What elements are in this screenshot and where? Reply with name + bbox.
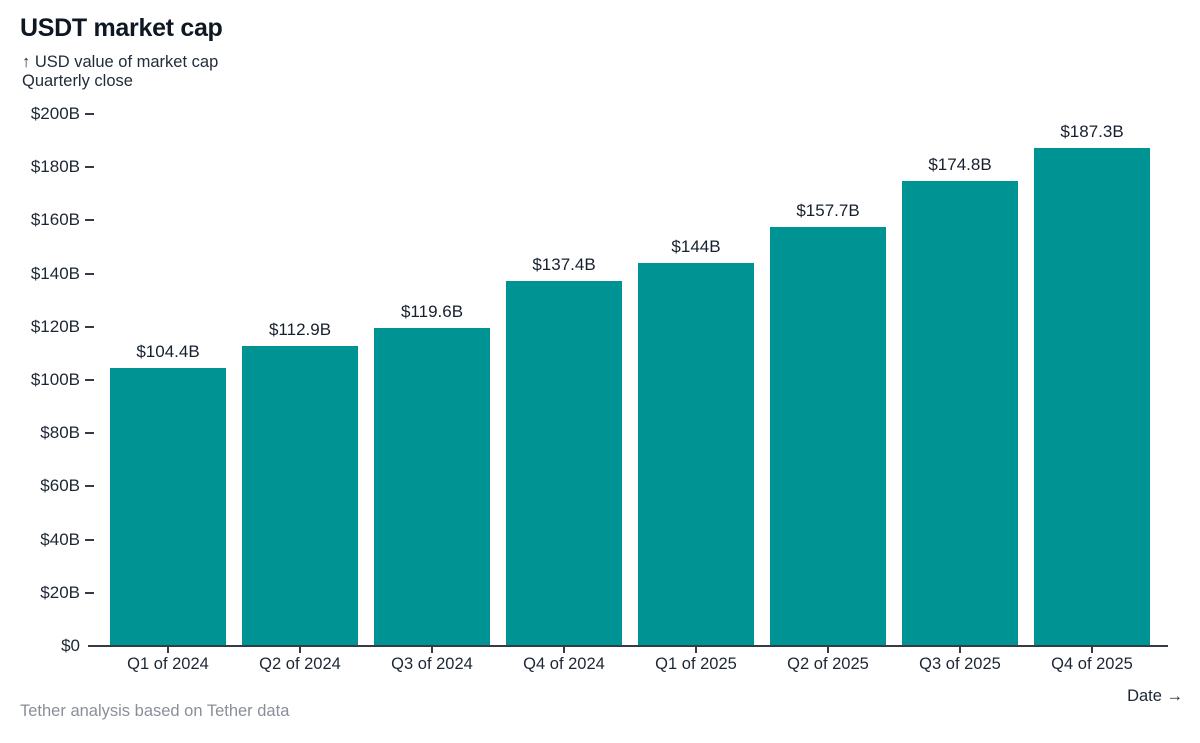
y-axis-tick-mark: [85, 219, 94, 222]
x-axis-tick-label: Q2 of 2025: [787, 655, 869, 673]
y-axis-tick: $100B: [0, 370, 94, 390]
y-axis-tick-mark: [85, 591, 94, 594]
x-axis-tick-label: Q1 of 2024: [127, 655, 209, 673]
x-axis-title: Date →: [1127, 687, 1183, 705]
x-axis-tick-mark: [299, 646, 301, 653]
y-axis: $0 $20B $40B $60B $80B $100B $120B $140B $160B $1…: [0, 104, 94, 655]
y-axis-tick-label: $40B: [40, 529, 80, 549]
bar-q2-of-2024: $112.9B Q2 of 2024: [242, 320, 358, 673]
y-axis-tick: $140B: [0, 264, 94, 284]
y-axis-tick-mark: [85, 538, 94, 541]
chart-subtitle: ↑ USD value of market cap Quarterly clos…: [22, 53, 218, 90]
x-axis-tick-mark: [167, 646, 169, 653]
x-axis-tick-mark: [827, 646, 829, 653]
bar-value-label: $187.3B: [1060, 122, 1124, 141]
x-axis-line: [88, 645, 1168, 647]
y-axis-tick-mark: [85, 432, 94, 435]
x-axis-tick-label: Q2 of 2024: [259, 655, 341, 673]
y-axis-tick-label: $200B: [30, 104, 80, 123]
y-axis-tick-label: $160B: [30, 210, 80, 230]
y-axis-tick: $120B: [0, 317, 94, 337]
source-caption: Tether analysis based on Tether data: [20, 702, 290, 720]
y-axis-tick: $180B: [0, 157, 94, 177]
bar-q1-of-2025: $144B Q1 of 2025: [638, 237, 754, 673]
y-axis-tick: $200B: [0, 104, 94, 124]
y-axis-tick: $0: [0, 636, 94, 656]
y-axis-tick-label: $20B: [40, 582, 80, 602]
bar-value-label: $119.6B: [400, 302, 464, 321]
bar-value-label: $112.9B: [268, 320, 332, 339]
y-axis-tick-mark: [85, 166, 94, 169]
bar-value-label: $174.8B: [928, 155, 992, 174]
y-axis-tick-mark: [85, 485, 94, 488]
bar-value-label: $104.4B: [136, 342, 200, 361]
y-axis-tick-mark: [85, 325, 94, 328]
bar-q4-of-2025: $187.3B Q4 of 2025: [1034, 122, 1150, 673]
y-axis-tick-mark: [85, 379, 94, 381]
bar-q3-of-2024: $119.6B Q3 of 2024: [374, 302, 490, 673]
x-axis-tick-mark: [695, 646, 697, 653]
y-axis-tick: $40B: [0, 530, 94, 550]
chart-subtitle-line2: Quarterly close: [22, 71, 133, 90]
x-axis-tick-label: Q3 of 2024: [391, 655, 473, 673]
y-axis-tick-label: $140B: [30, 263, 80, 283]
chart-title: USDT market cap: [20, 14, 223, 42]
y-axis-tick-label: $100B: [30, 370, 80, 389]
y-axis-tick-label: $60B: [40, 476, 80, 496]
x-axis-tick-mark: [1091, 646, 1093, 653]
x-axis-tick-label: Q4 of 2025: [1051, 655, 1133, 673]
x-axis-tick-mark: [959, 646, 961, 653]
x-axis-tick-mark: [563, 646, 565, 653]
bar-value-label: $157.7B: [796, 201, 860, 220]
x-axis-tick-label: Q1 of 2025: [655, 655, 737, 673]
y-axis-tick-label: $80B: [40, 423, 80, 443]
y-axis-tick: $160B: [0, 210, 94, 230]
bar-q2-of-2025: $157.7B Q2 of 2025: [770, 201, 886, 673]
y-axis-tick-label: $180B: [30, 157, 80, 177]
bar-value-label: $144B: [671, 237, 721, 256]
y-axis-tick: $80B: [0, 423, 94, 443]
bar-q1-of-2024: $104.4B Q1 of 2024: [110, 342, 226, 673]
bar-q4-of-2024: $137.4B Q4 of 2024: [506, 255, 622, 673]
y-axis-title: ↑ USD value of market cap: [22, 53, 219, 71]
y-axis-tick-mark: [85, 272, 94, 275]
x-axis-tick-label: Q4 of 2024: [523, 655, 605, 673]
x-axis-tick-mark: [431, 646, 433, 653]
plot-area: $104.4B Q1 of 2024 $112.9B Q2 of 2024 $119.6…: [110, 114, 1150, 673]
y-axis-tick-label: $0: [61, 636, 80, 655]
y-axis-tick: $20B: [0, 583, 94, 603]
bar-q3-of-2025: $174.8B Q3 of 2025: [902, 155, 1018, 673]
y-axis-tick: $60B: [0, 476, 94, 496]
x-axis-tick-label: Q3 of 2025: [919, 655, 1001, 673]
bar-value-label: $137.4B: [532, 255, 596, 274]
y-axis-tick-label: $120B: [30, 316, 80, 336]
y-axis-tick-mark: [85, 113, 94, 115]
